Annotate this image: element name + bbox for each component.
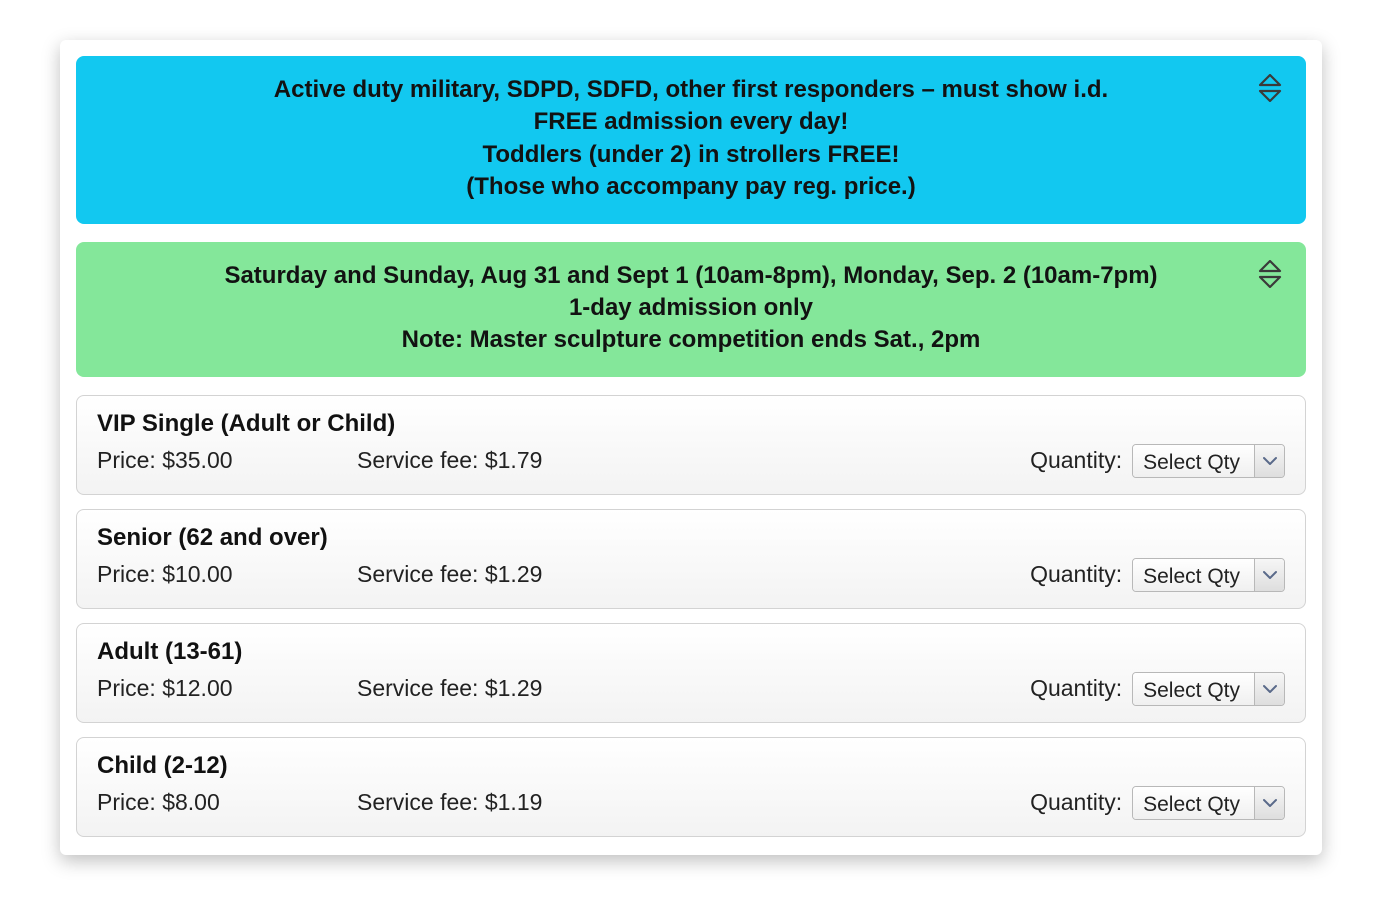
pricing-card: Active duty military, SDPD, SDFD, other …	[60, 40, 1322, 855]
price-label: Price:	[97, 447, 162, 473]
ticket-option: Senior (62 and over)Price: $10.00Service…	[76, 509, 1306, 609]
price-label: Price:	[97, 675, 162, 701]
ticket-service-fee: Service fee: $1.19	[357, 789, 1030, 816]
price-value: $12.00	[162, 675, 232, 701]
fee-value: $1.79	[485, 447, 543, 473]
ticket-title: Senior (62 and over)	[97, 524, 1285, 552]
ticket-quantity: Quantity: Select Qty	[1030, 786, 1285, 820]
banner-line: Note: Master sculpture competition ends …	[136, 324, 1246, 356]
banner-line: Active duty military, SDPD, SDFD, other …	[136, 74, 1246, 106]
price-label: Price:	[97, 561, 162, 587]
ticket-quantity: Quantity: Select Qty	[1030, 672, 1285, 706]
quantity-select[interactable]: Select Qty	[1132, 672, 1285, 706]
ticket-quantity: Quantity: Select Qty	[1030, 444, 1285, 478]
quantity-label: Quantity:	[1030, 447, 1122, 474]
ticket-row: Price: $35.00Service fee: $1.79Quantity:…	[97, 444, 1285, 478]
fee-value: $1.29	[485, 675, 543, 701]
price-value: $35.00	[162, 447, 232, 473]
ticket-price: Price: $12.00	[97, 675, 357, 702]
info-banner[interactable]: Saturday and Sunday, Aug 31 and Sept 1 (…	[76, 242, 1306, 377]
quantity-select-value: Select Qty	[1133, 559, 1254, 591]
quantity-label: Quantity:	[1030, 561, 1122, 588]
ticket-service-fee: Service fee: $1.29	[357, 561, 1030, 588]
ticket-quantity: Quantity: Select Qty	[1030, 558, 1285, 592]
ticket-option: Adult (13-61)Price: $12.00Service fee: $…	[76, 623, 1306, 723]
ticket-price: Price: $10.00	[97, 561, 357, 588]
ticket-title: VIP Single (Adult or Child)	[97, 410, 1285, 438]
quantity-select-value: Select Qty	[1133, 787, 1254, 819]
quantity-select[interactable]: Select Qty	[1132, 558, 1285, 592]
banner-line: FREE admission every day!	[136, 106, 1246, 138]
banner-line: Saturday and Sunday, Aug 31 and Sept 1 (…	[136, 260, 1246, 292]
fee-value: $1.29	[485, 561, 543, 587]
ticket-title: Child (2-12)	[97, 752, 1285, 780]
ticket-row: Price: $12.00Service fee: $1.29Quantity:…	[97, 672, 1285, 706]
quantity-label: Quantity:	[1030, 675, 1122, 702]
ticket-option: VIP Single (Adult or Child) Price: $35.00…	[76, 395, 1306, 495]
ticket-option: Child (2-12)Price: $8.00Service fee: $1.…	[76, 737, 1306, 837]
banner-line: Toddlers (under 2) in strollers FREE!	[136, 139, 1246, 171]
price-value: $8.00	[162, 789, 220, 815]
fee-value: $1.19	[485, 789, 543, 815]
sort-icon[interactable]	[1258, 74, 1282, 102]
info-banner[interactable]: Active duty military, SDPD, SDFD, other …	[76, 56, 1306, 224]
banner-line: (Those who accompany pay reg. price.)	[136, 171, 1246, 203]
price-label: Price:	[97, 789, 162, 815]
fee-label: Service fee:	[357, 561, 485, 587]
chevron-down-icon[interactable]	[1254, 787, 1284, 819]
fee-label: Service fee:	[357, 675, 485, 701]
quantity-select[interactable]: Select Qty	[1132, 786, 1285, 820]
quantity-select-value: Select Qty	[1133, 673, 1254, 705]
fee-label: Service fee:	[357, 447, 485, 473]
chevron-down-icon[interactable]	[1254, 445, 1284, 477]
ticket-service-fee: Service fee: $1.29	[357, 675, 1030, 702]
chevron-down-icon[interactable]	[1254, 559, 1284, 591]
fee-label: Service fee:	[357, 789, 485, 815]
chevron-down-icon[interactable]	[1254, 673, 1284, 705]
ticket-price: Price: $35.00	[97, 447, 357, 474]
price-value: $10.00	[162, 561, 232, 587]
quantity-label: Quantity:	[1030, 789, 1122, 816]
ticket-price: Price: $8.00	[97, 789, 357, 816]
ticket-title: Adult (13-61)	[97, 638, 1285, 666]
quantity-select[interactable]: Select Qty	[1132, 444, 1285, 478]
ticket-row: Price: $10.00Service fee: $1.29Quantity:…	[97, 558, 1285, 592]
banner-line: 1-day admission only	[136, 292, 1246, 324]
ticket-service-fee: Service fee: $1.79	[357, 447, 1030, 474]
sort-icon[interactable]	[1258, 260, 1282, 288]
ticket-row: Price: $8.00Service fee: $1.19Quantity:S…	[97, 786, 1285, 820]
quantity-select-value: Select Qty	[1133, 445, 1254, 477]
